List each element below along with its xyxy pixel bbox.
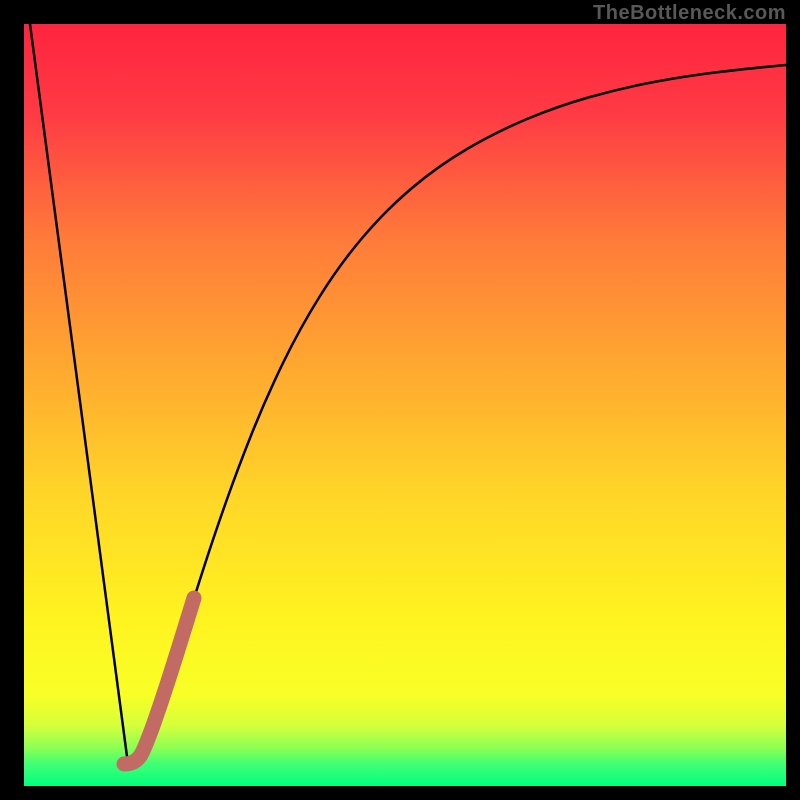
bottleneck-curve bbox=[30, 24, 786, 764]
attribution-text: TheBottleneck.com bbox=[593, 2, 786, 25]
curve-layer bbox=[24, 24, 786, 786]
plot-area bbox=[24, 24, 786, 786]
accent-segment bbox=[124, 598, 194, 764]
